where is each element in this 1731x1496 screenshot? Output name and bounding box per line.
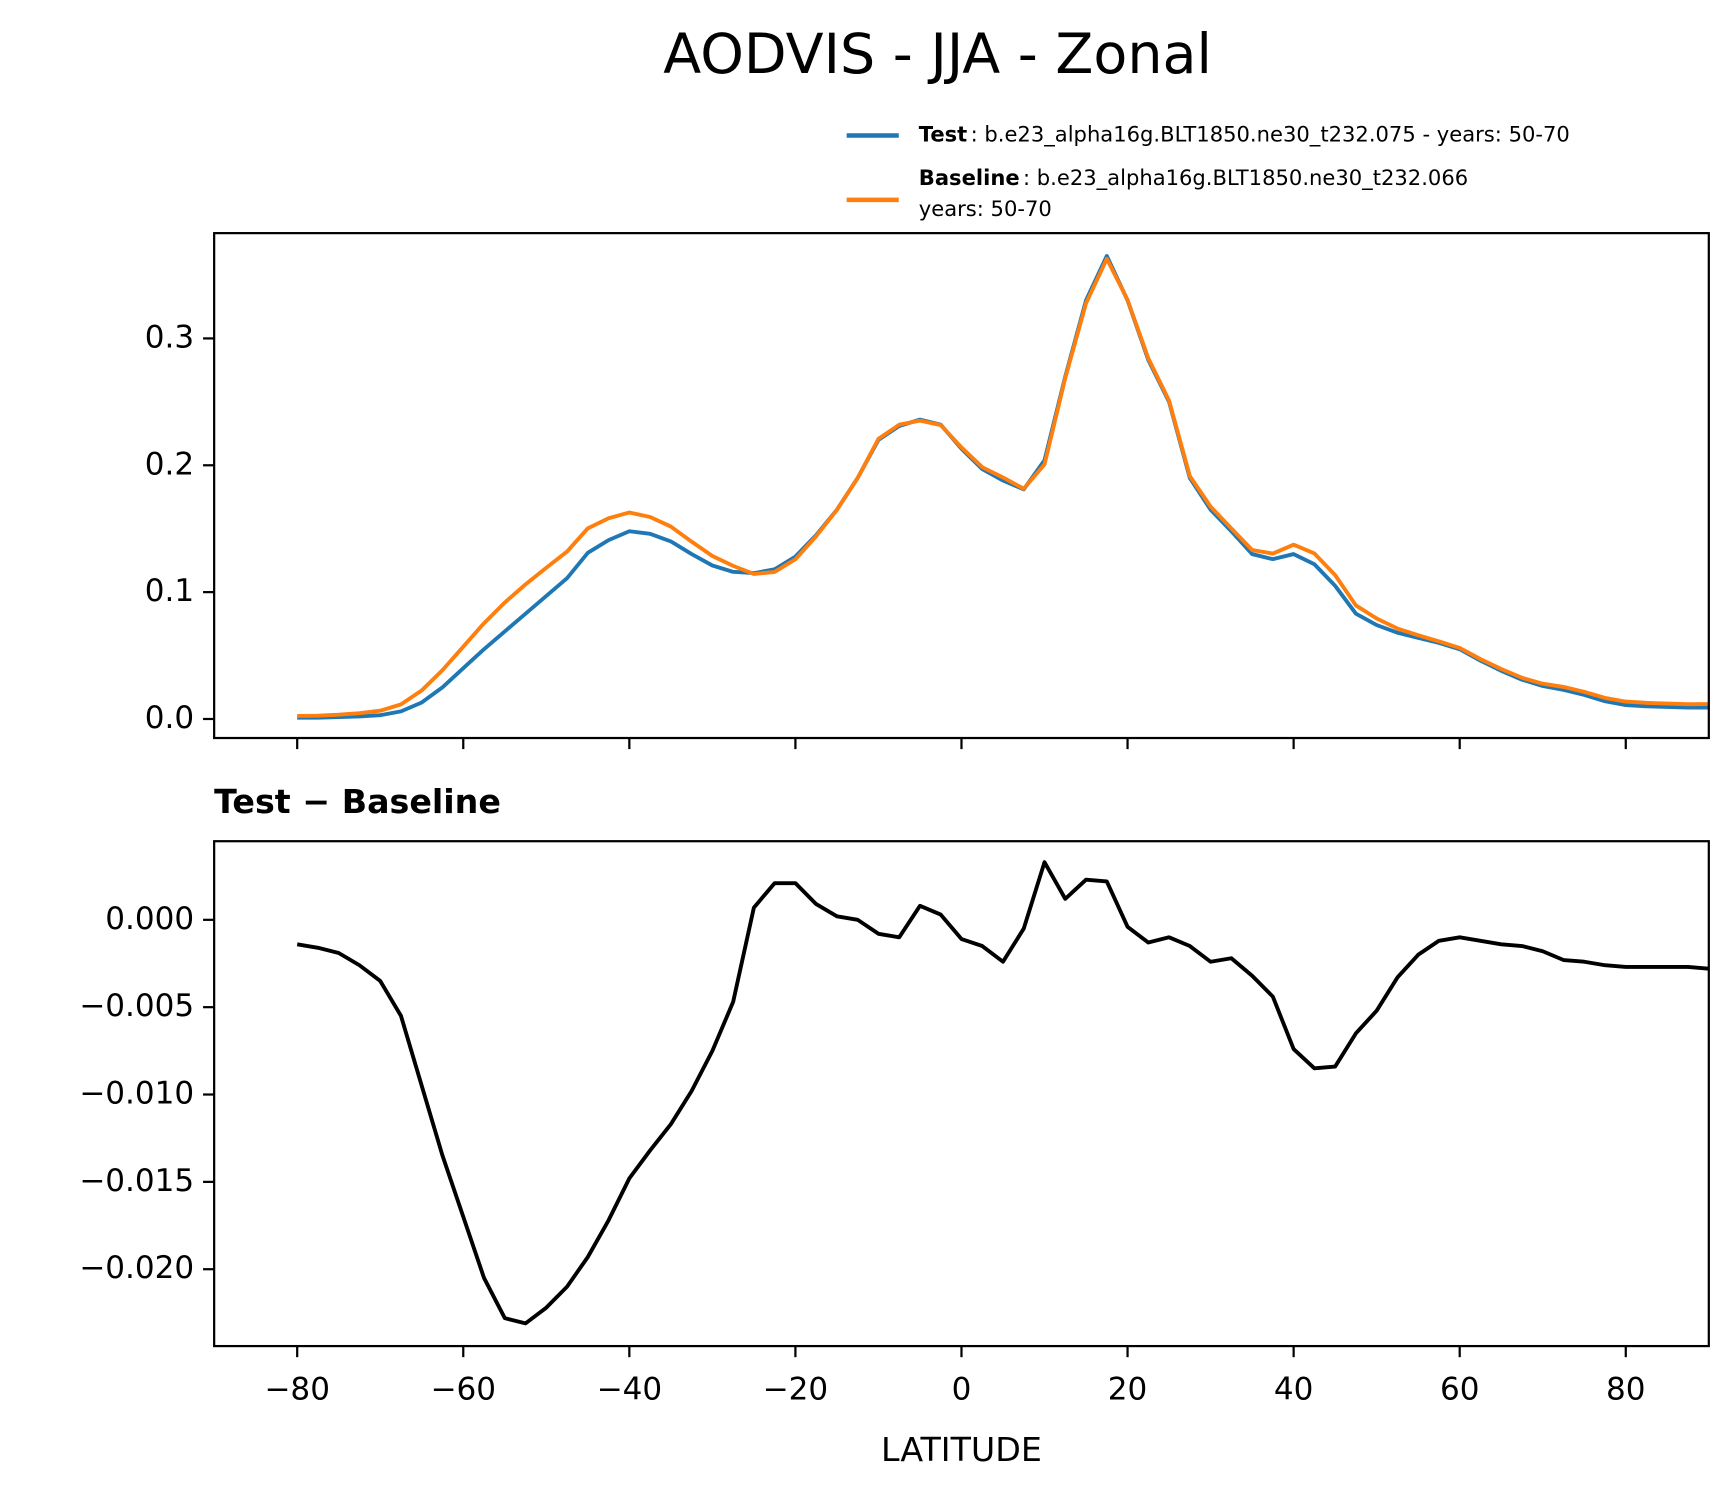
data-line <box>296 860 1709 1326</box>
axes-frame <box>213 232 1710 740</box>
x-tick-label: 20 <box>1108 1371 1148 1407</box>
y-tick-label: 0.000 <box>105 901 194 937</box>
legend-text: years: 50-70 <box>919 196 1052 221</box>
x-tick-label: −20 <box>763 1371 829 1407</box>
y-tick-label: −0.005 <box>79 988 194 1024</box>
y-tick-label: 0.1 <box>145 573 194 609</box>
x-tick-label: 80 <box>1606 1371 1646 1407</box>
panel-title: Test − Baseline <box>214 782 501 821</box>
x-tick-label: −80 <box>264 1371 330 1407</box>
x-tick-label: −60 <box>430 1371 496 1407</box>
y-tick-label: 0.0 <box>145 700 194 736</box>
x-tick-label: 40 <box>1274 1371 1314 1407</box>
x-tick-label: 0 <box>952 1371 972 1407</box>
legend-name: Baseline <box>919 165 1020 190</box>
axes-frame <box>213 840 1710 1348</box>
x-tick-label: −40 <box>597 1371 663 1407</box>
legend-text: : b.e23_alpha16g.BLT1850.ne30_t232.066 <box>1023 165 1468 191</box>
data-line <box>297 256 1709 718</box>
legend-name: Test <box>919 121 968 146</box>
x-axis-label: LATITUDE <box>881 1430 1042 1469</box>
y-tick-label: 0.2 <box>145 446 194 482</box>
y-tick-label: −0.020 <box>79 1250 194 1286</box>
figure-title: AODVIS - JJA - Zonal <box>663 23 1212 87</box>
y-tick-label: 0.3 <box>145 319 194 355</box>
x-tick-label: 60 <box>1440 1371 1480 1407</box>
y-tick-label: −0.015 <box>79 1163 194 1199</box>
y-tick-label: −0.010 <box>79 1076 194 1112</box>
legend-text: : b.e23_alpha16g.BLT1850.ne30_t232.075 -… <box>971 121 1570 147</box>
